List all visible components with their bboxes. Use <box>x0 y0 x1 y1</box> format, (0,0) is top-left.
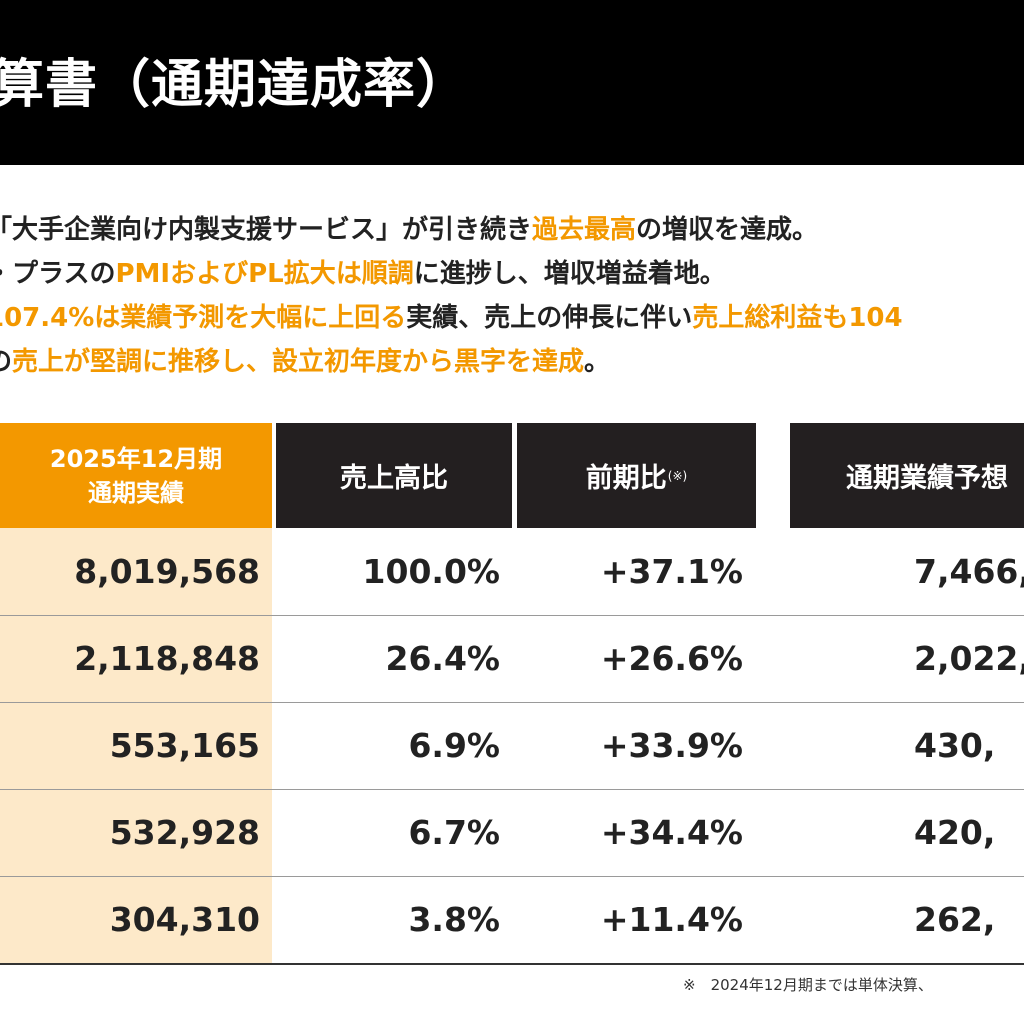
row-divider <box>0 615 1024 616</box>
cell-ratio: 6.7% <box>408 813 500 852</box>
page-title: 算書（通期達成率） <box>0 55 470 115</box>
table-bottom-border <box>0 963 1024 965</box>
header-yoy-note: (※) <box>667 468 688 483</box>
summary-bullet: 「大手企業向け内製支援サービス」が引き続き過去最高の増収を達成。 <box>0 208 1024 252</box>
header-forecast: 通期業績予想 <box>790 423 1024 528</box>
title-bar: 算書（通期達成率） <box>0 0 1024 165</box>
cell-forecast: 420, <box>914 813 996 852</box>
summary-bullet: の売上が堅調に推移し、設立初年度から黒字を達成。 <box>0 340 1024 384</box>
cell-ratio: 100.0% <box>362 552 500 591</box>
cell-yoy: +11.4% <box>600 900 743 939</box>
row-divider <box>0 876 1024 877</box>
header-current-period-line1: 2025年12月期 <box>49 444 223 473</box>
cell-forecast: 2,022, <box>914 639 1024 678</box>
highlighted-text: 過去最高 <box>532 215 637 245</box>
row-divider <box>0 702 1024 703</box>
cell-yoy: +37.1% <box>600 552 743 591</box>
bullet-text: の <box>0 347 12 377</box>
table-row: 553,165 6.9% +33.9% 430, <box>0 702 1024 789</box>
summary-bullet: 107.4%は業績予測を大幅に上回る実績、売上の伸長に伴い売上総利益も104 <box>0 296 1024 340</box>
bullet-text: ・プラスの <box>0 259 116 289</box>
table-row: 2,118,848 26.4% +26.6% 2,022, <box>0 615 1024 702</box>
row-divider <box>0 789 1024 790</box>
highlighted-text: 売上が堅調に推移し、設立初年度から黒字を達成 <box>12 347 585 377</box>
cell-ratio: 6.9% <box>408 726 500 765</box>
cell-ratio: 3.8% <box>408 900 500 939</box>
summary-bullets: 「大手企業向け内製支援サービス」が引き続き過去最高の増収を達成。 ・プラスのPM… <box>0 208 1024 384</box>
highlighted-text: 売上総利益も104 <box>692 303 903 333</box>
highlighted-text: PMIおよびPL拡大は順調 <box>115 259 414 289</box>
bullet-text: の増収を達成。 <box>636 215 819 245</box>
header-current-period: 2025年12月期 通期実績 <box>0 423 272 528</box>
cell-current: 553,165 <box>109 726 260 765</box>
cell-current: 8,019,568 <box>74 552 260 591</box>
highlighted-text: 107.4%は業績予測を大幅に上回る <box>0 303 407 333</box>
cell-current: 2,118,848 <box>74 639 260 678</box>
cell-yoy: +34.4% <box>600 813 743 852</box>
current-column-background <box>0 528 272 964</box>
header-yoy-label: 前期比 <box>585 463 667 494</box>
table-row: 532,928 6.7% +34.4% 420, <box>0 789 1024 876</box>
cell-forecast: 430, <box>914 726 996 765</box>
footnote: ※ 2024年12月期までは単体決算、 <box>683 976 933 994</box>
summary-bullet: ・プラスのPMIおよびPL拡大は順調に進捗し、増収増益着地。 <box>0 252 1024 296</box>
header-sales-ratio: 売上高比 <box>276 423 512 528</box>
header-forecast-label: 通期業績予想 <box>846 463 1008 494</box>
cell-ratio: 26.4% <box>385 639 501 678</box>
header-sales-ratio-label: 売上高比 <box>340 463 448 494</box>
bullet-text: 「大手企業向け内製支援サービス」が引き続き <box>0 215 533 245</box>
cell-yoy: +26.6% <box>600 639 743 678</box>
header-current-period-line2: 通期実績 <box>88 478 184 507</box>
cell-forecast: 7,466, <box>914 552 1024 591</box>
bullet-text: 実績、売上の伸長に伴い <box>406 303 693 333</box>
table-row: 8,019,568 100.0% +37.1% 7,466, <box>0 528 1024 615</box>
bullet-text: 。 <box>584 347 611 377</box>
cell-yoy: +33.9% <box>600 726 743 765</box>
table-row: 304,310 3.8% +11.4% 262, <box>0 876 1024 963</box>
cell-current: 532,928 <box>109 813 260 852</box>
bullet-text: に進捗し、増収増益着地。 <box>413 259 726 289</box>
cell-current: 304,310 <box>109 900 260 939</box>
header-yoy: 前期比 (※) <box>517 423 756 528</box>
cell-forecast: 262, <box>914 900 996 939</box>
